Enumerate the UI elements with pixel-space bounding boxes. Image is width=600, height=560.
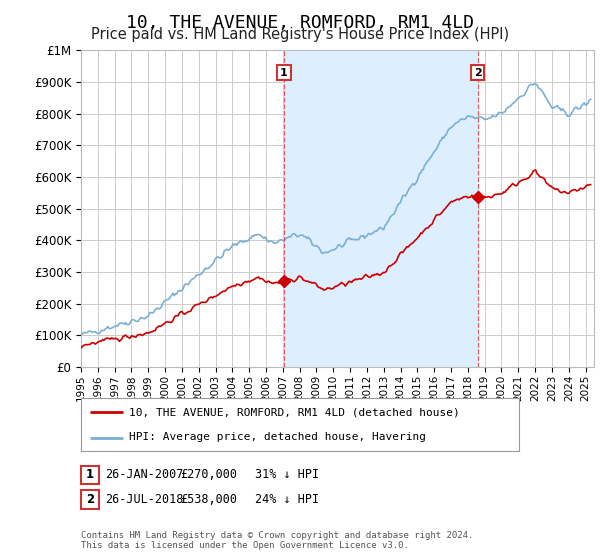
Text: 10, THE AVENUE, ROMFORD, RM1 4LD (detached house): 10, THE AVENUE, ROMFORD, RM1 4LD (detach… (129, 408, 460, 418)
Text: Price paid vs. HM Land Registry's House Price Index (HPI): Price paid vs. HM Land Registry's House … (91, 27, 509, 42)
Text: 1: 1 (280, 68, 288, 77)
Text: 24% ↓ HPI: 24% ↓ HPI (255, 493, 319, 506)
Bar (284, 50, 478, 367)
Text: £270,000: £270,000 (180, 468, 237, 482)
Text: 26-JUL-2018: 26-JUL-2018 (105, 493, 184, 506)
Text: HPI: Average price, detached house, Havering: HPI: Average price, detached house, Have… (129, 432, 426, 442)
Text: 26-JAN-2007: 26-JAN-2007 (105, 468, 184, 482)
Text: £538,000: £538,000 (180, 493, 237, 506)
Text: Contains HM Land Registry data © Crown copyright and database right 2024.
This d: Contains HM Land Registry data © Crown c… (81, 531, 473, 550)
Text: 1: 1 (86, 468, 94, 482)
Text: 2: 2 (86, 493, 94, 506)
Text: 31% ↓ HPI: 31% ↓ HPI (255, 468, 319, 482)
Text: 10, THE AVENUE, ROMFORD, RM1 4LD: 10, THE AVENUE, ROMFORD, RM1 4LD (126, 14, 474, 32)
Text: 2: 2 (474, 68, 481, 77)
